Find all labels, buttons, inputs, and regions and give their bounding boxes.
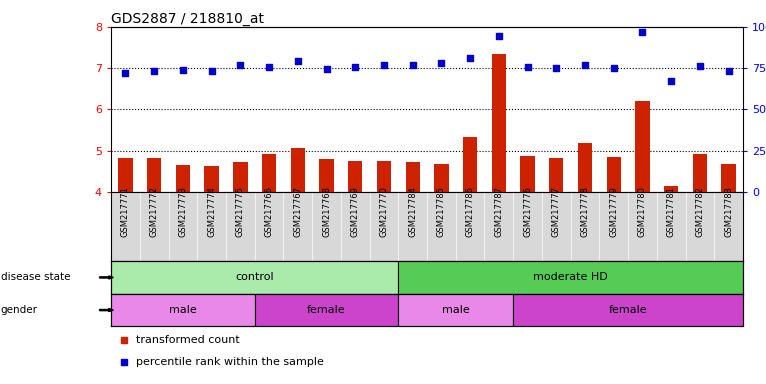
Bar bbox=[290, 148, 305, 192]
Text: male: male bbox=[442, 305, 470, 315]
Text: percentile rank within the sample: percentile rank within the sample bbox=[136, 358, 324, 367]
Bar bbox=[262, 154, 277, 192]
Text: disease state: disease state bbox=[1, 272, 70, 283]
Point bbox=[117, 337, 129, 343]
Text: GDS2887 / 218810_at: GDS2887 / 218810_at bbox=[111, 12, 264, 26]
Point bbox=[234, 62, 247, 68]
Bar bbox=[233, 162, 247, 192]
Point bbox=[579, 62, 591, 68]
Text: moderate HD: moderate HD bbox=[533, 272, 608, 283]
Point bbox=[722, 68, 735, 74]
Bar bbox=[398, 261, 743, 294]
Point bbox=[637, 29, 649, 35]
Bar bbox=[463, 137, 477, 192]
Point bbox=[349, 64, 362, 70]
Bar bbox=[520, 157, 535, 192]
Bar bbox=[578, 143, 592, 192]
Bar bbox=[398, 294, 513, 326]
Point bbox=[117, 359, 129, 366]
Point bbox=[148, 68, 160, 74]
Text: female: female bbox=[307, 305, 345, 315]
Text: gender: gender bbox=[1, 305, 38, 315]
Point bbox=[435, 60, 447, 66]
Point bbox=[177, 67, 189, 73]
Bar bbox=[254, 294, 398, 326]
Point bbox=[607, 65, 620, 71]
Bar bbox=[319, 159, 334, 192]
Point bbox=[320, 66, 332, 72]
Point bbox=[407, 62, 419, 68]
Point bbox=[464, 55, 476, 61]
Point bbox=[694, 63, 706, 69]
Bar bbox=[692, 154, 707, 192]
Bar bbox=[664, 186, 679, 192]
Bar bbox=[607, 157, 621, 192]
Point bbox=[378, 62, 390, 68]
Point bbox=[263, 64, 275, 70]
Bar bbox=[377, 161, 391, 192]
Bar bbox=[205, 166, 219, 192]
Bar bbox=[175, 165, 190, 192]
Text: transformed count: transformed count bbox=[136, 335, 240, 345]
Bar bbox=[549, 158, 564, 192]
Text: male: male bbox=[169, 305, 197, 315]
Bar bbox=[513, 294, 743, 326]
Bar bbox=[722, 164, 736, 192]
Bar bbox=[111, 294, 254, 326]
Text: control: control bbox=[235, 272, 274, 283]
Point bbox=[665, 78, 677, 84]
Bar bbox=[348, 161, 362, 192]
Bar bbox=[405, 162, 420, 192]
Point bbox=[493, 33, 505, 39]
Bar bbox=[147, 158, 162, 192]
Point bbox=[522, 63, 534, 70]
Bar bbox=[434, 164, 449, 192]
Bar bbox=[635, 101, 650, 192]
Text: female: female bbox=[609, 305, 647, 315]
Point bbox=[550, 65, 562, 71]
Bar bbox=[118, 158, 133, 192]
Bar bbox=[111, 261, 398, 294]
Point bbox=[119, 70, 132, 76]
Point bbox=[292, 58, 304, 64]
Bar bbox=[492, 54, 506, 192]
Point bbox=[205, 68, 218, 74]
